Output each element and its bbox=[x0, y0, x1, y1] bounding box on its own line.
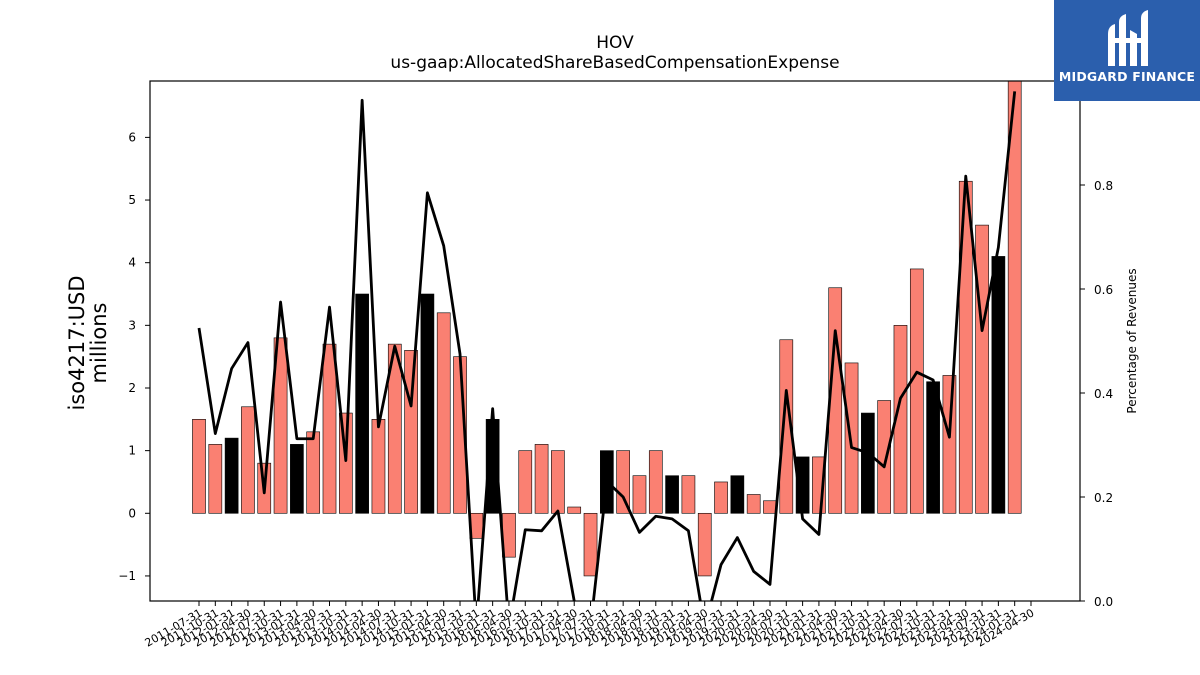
bar bbox=[616, 450, 630, 514]
bar bbox=[746, 494, 761, 514]
bar bbox=[877, 400, 892, 514]
bar bbox=[534, 444, 549, 514]
bar bbox=[436, 312, 451, 514]
bar bbox=[763, 500, 777, 514]
percentage-line bbox=[197, 91, 1017, 601]
bar bbox=[192, 419, 206, 514]
bar bbox=[893, 325, 908, 514]
midgard-logo-icon bbox=[1108, 10, 1148, 66]
brand-logo: MIDGARD FINANCE bbox=[1054, 0, 1200, 101]
left-tick-label: −1 bbox=[118, 569, 136, 583]
left-axis-label-line1: iso4217:USD bbox=[65, 275, 89, 410]
line-series bbox=[197, 91, 1017, 601]
bar bbox=[730, 475, 745, 514]
right-tick-label: 0.6 bbox=[1094, 283, 1113, 297]
left-tick-label: 0 bbox=[128, 506, 136, 520]
bar-series bbox=[192, 80, 1022, 577]
logo-text: MIDGARD FINANCE bbox=[1058, 69, 1196, 84]
x-axis: 2011-07-312011-10-312012-01-312012-04-30… bbox=[143, 601, 1037, 650]
bar bbox=[648, 450, 663, 514]
bar bbox=[241, 406, 255, 514]
bar bbox=[779, 339, 794, 514]
bar bbox=[942, 375, 957, 514]
bar bbox=[632, 475, 647, 514]
bar bbox=[567, 506, 582, 514]
bar bbox=[355, 293, 369, 514]
bar bbox=[371, 419, 386, 514]
left-tick-label: 1 bbox=[128, 444, 136, 458]
bar bbox=[583, 512, 598, 577]
chart-subtitle: us-gaap:AllocatedShareBasedCompensationE… bbox=[390, 53, 839, 73]
bar bbox=[681, 475, 696, 514]
bar bbox=[861, 412, 875, 514]
left-axis-label-line2: millions bbox=[87, 303, 111, 384]
right-axis-label: Percentage of Revenues bbox=[1125, 268, 1139, 413]
right-tick-label: 0.0 bbox=[1094, 595, 1113, 609]
plot-frame bbox=[149, 80, 1081, 602]
bar bbox=[909, 268, 924, 514]
left-tick-label: 5 bbox=[128, 193, 136, 207]
bar bbox=[290, 444, 304, 514]
bar bbox=[926, 381, 940, 514]
bar bbox=[697, 512, 712, 577]
right-y-axis: 0.00.20.40.60.81.0 bbox=[1080, 75, 1113, 609]
bar bbox=[714, 481, 728, 514]
left-y-axis: −1 0 1 2 3 4 5 6 bbox=[118, 130, 150, 583]
bar bbox=[551, 450, 565, 514]
bar bbox=[404, 350, 418, 514]
right-tick-label: 0.8 bbox=[1094, 179, 1113, 193]
right-tick-label: 0.4 bbox=[1094, 387, 1113, 401]
chart-title: HOV bbox=[596, 33, 634, 53]
right-tick-label: 0.2 bbox=[1094, 491, 1113, 505]
bar bbox=[387, 343, 402, 514]
left-tick-label: 4 bbox=[128, 256, 136, 270]
bar bbox=[208, 444, 223, 514]
bar bbox=[665, 475, 679, 514]
left-tick-label: 3 bbox=[128, 318, 136, 332]
bar bbox=[420, 293, 435, 514]
left-tick-label: 2 bbox=[128, 381, 136, 395]
bar bbox=[306, 431, 321, 514]
bar bbox=[322, 343, 337, 514]
bar bbox=[975, 224, 989, 514]
bar bbox=[518, 450, 533, 514]
left-tick-label: 6 bbox=[128, 130, 136, 144]
bar bbox=[991, 256, 1006, 514]
bar bbox=[273, 337, 288, 514]
bar bbox=[224, 437, 239, 514]
